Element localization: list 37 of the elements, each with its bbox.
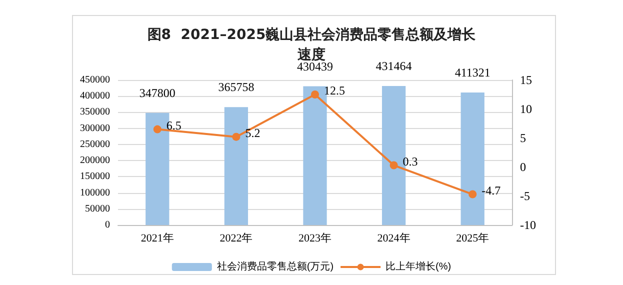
bar bbox=[303, 86, 327, 225]
data-label: -4.7 bbox=[482, 183, 501, 198]
data-label: 12.5 bbox=[324, 84, 345, 98]
y-tick-label: 400000 bbox=[80, 90, 110, 102]
y-tick-label: 350000 bbox=[80, 106, 110, 118]
data-label: 411321 bbox=[454, 65, 490, 80]
y-tick-label: 300000 bbox=[80, 122, 110, 134]
y2-tick-label: 15 bbox=[520, 73, 532, 87]
point bbox=[468, 190, 477, 198]
y-tick-label: 150000 bbox=[80, 171, 110, 182]
y-tick-label: 0 bbox=[105, 220, 110, 230]
point bbox=[311, 90, 319, 98]
data-label: 0.3 bbox=[402, 154, 418, 168]
legend-label: 社会消费品零售总额(万元) bbox=[216, 260, 334, 272]
point bbox=[390, 161, 398, 170]
x-tick-label: 2021年 bbox=[140, 232, 174, 244]
y-tick-label: 250000 bbox=[80, 138, 110, 150]
x-tick-label: 2023年 bbox=[298, 232, 332, 244]
point bbox=[232, 132, 240, 141]
x-tick-label: 2024年 bbox=[377, 232, 410, 244]
y2-tick-label: 5 bbox=[520, 131, 526, 145]
y-tick-label: 50000 bbox=[85, 203, 110, 214]
y2-tick-label: 0 bbox=[520, 160, 526, 174]
point bbox=[153, 125, 162, 134]
data-label: 365758 bbox=[218, 80, 254, 94]
data-label: 6.5 bbox=[166, 118, 182, 132]
y-tick-label: 200000 bbox=[80, 155, 110, 166]
y2-tick-label: -10 bbox=[520, 218, 536, 232]
y2-tick-label: -5 bbox=[520, 189, 530, 203]
data-label: 347800 bbox=[139, 86, 176, 100]
data-label: 5.2 bbox=[245, 126, 260, 140]
y2-tick-label: 10 bbox=[520, 102, 532, 116]
x-tick-label: 2025年 bbox=[456, 232, 490, 244]
x-tick-label: 2022年 bbox=[220, 232, 253, 244]
y-tick-label: 100000 bbox=[80, 187, 110, 198]
legend-label: 比上年增长(%) bbox=[386, 260, 452, 272]
y-tick-label: 450000 bbox=[80, 74, 110, 86]
